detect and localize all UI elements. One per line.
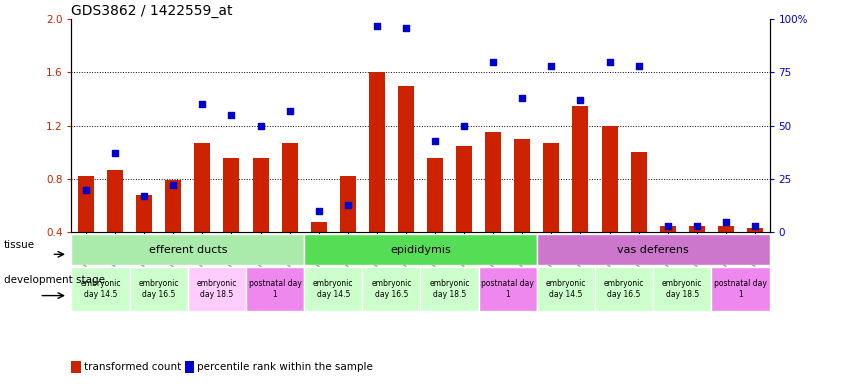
Bar (515, 139, 531, 232)
Bar (224, 158, 240, 232)
Bar (420, 267, 479, 311)
Point (632, 63, 645, 69)
Text: embryonic
day 18.5: embryonic day 18.5 (662, 279, 702, 299)
Text: development stage: development stage (3, 275, 104, 285)
Bar (252, 158, 268, 232)
Bar (456, 146, 472, 232)
Text: embryonic
day 16.5: embryonic day 16.5 (604, 279, 644, 299)
Text: embryonic
day 16.5: embryonic day 16.5 (139, 279, 179, 299)
Bar (543, 143, 559, 232)
Bar (718, 226, 734, 232)
Point (458, 123, 471, 129)
Point (196, 101, 209, 108)
Bar (194, 143, 210, 232)
Text: embryonic
day 14.5: embryonic day 14.5 (546, 279, 586, 299)
Bar (188, 267, 246, 311)
Point (399, 25, 413, 31)
Point (516, 95, 529, 101)
Bar (166, 180, 182, 232)
Text: epididymis: epididymis (390, 245, 451, 255)
Bar (711, 267, 770, 311)
Point (167, 182, 180, 189)
Text: GDS3862 / 1422559_at: GDS3862 / 1422559_at (71, 4, 233, 18)
Bar (485, 132, 501, 232)
Bar (184, 361, 193, 373)
Text: postnatal day
1: postnatal day 1 (249, 279, 302, 299)
Bar (537, 267, 595, 311)
Text: postnatal day
1: postnatal day 1 (714, 279, 767, 299)
Bar (304, 267, 362, 311)
Text: embryonic
day 14.5: embryonic day 14.5 (81, 279, 121, 299)
Point (225, 112, 238, 118)
Point (283, 108, 296, 114)
Point (719, 218, 733, 225)
Point (486, 59, 500, 65)
Bar (136, 195, 152, 232)
Bar (689, 226, 705, 232)
Bar (631, 152, 647, 232)
Text: embryonic
day 16.5: embryonic day 16.5 (371, 279, 411, 299)
Point (661, 223, 674, 229)
Text: percentile rank within the sample: percentile rank within the sample (197, 362, 373, 372)
Point (79, 187, 93, 193)
Text: vas deferens: vas deferens (617, 245, 689, 255)
Bar (398, 86, 414, 232)
Point (748, 223, 762, 229)
Bar (653, 267, 711, 311)
Point (545, 63, 558, 69)
Point (254, 123, 267, 129)
Point (312, 208, 325, 214)
Bar (246, 267, 304, 311)
Bar (71, 234, 304, 265)
Bar (479, 267, 537, 311)
Text: embryonic
day 14.5: embryonic day 14.5 (313, 279, 353, 299)
Bar (362, 267, 420, 311)
Bar (71, 361, 81, 373)
Bar (107, 170, 123, 232)
Text: transformed count: transformed count (84, 362, 182, 372)
Bar (78, 176, 94, 232)
Bar (537, 234, 770, 265)
Bar (130, 267, 188, 311)
Text: embryonic
day 18.5: embryonic day 18.5 (197, 279, 237, 299)
Bar (601, 126, 617, 232)
Bar (427, 158, 443, 232)
Bar (747, 228, 763, 232)
Bar (369, 73, 385, 232)
Bar (304, 234, 537, 265)
Bar (595, 267, 653, 311)
Point (137, 193, 151, 199)
Bar (71, 267, 130, 311)
Point (574, 97, 587, 103)
Point (690, 223, 704, 229)
Point (108, 151, 122, 157)
Text: efferent ducts: efferent ducts (149, 245, 227, 255)
Bar (340, 176, 356, 232)
Text: embryonic
day 18.5: embryonic day 18.5 (430, 279, 470, 299)
Text: tissue: tissue (3, 240, 34, 250)
Text: postnatal day
1: postnatal day 1 (481, 279, 534, 299)
Point (370, 23, 383, 29)
Point (603, 59, 616, 65)
Bar (282, 143, 298, 232)
Point (341, 202, 355, 208)
Point (428, 137, 442, 144)
Bar (573, 106, 589, 232)
Bar (310, 222, 326, 232)
Bar (659, 226, 675, 232)
